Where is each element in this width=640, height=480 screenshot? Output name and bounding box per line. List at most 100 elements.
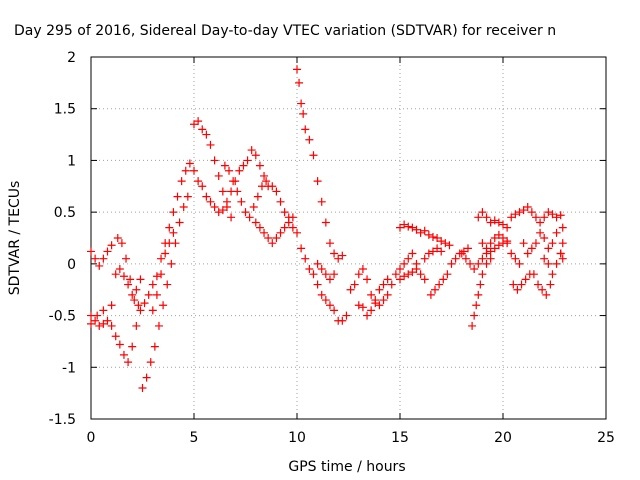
data-point xyxy=(222,197,231,206)
data-point xyxy=(126,275,135,284)
data-point xyxy=(136,275,145,284)
data-point xyxy=(451,254,460,263)
data-point xyxy=(264,234,273,242)
data-point xyxy=(350,280,359,289)
data-point xyxy=(396,275,404,284)
data-point xyxy=(478,254,487,263)
data-point xyxy=(177,177,186,186)
data-point xyxy=(474,259,483,268)
chart-title: Day 295 of 2016, Sidereal Day-to-day VTE… xyxy=(14,23,556,39)
data-point xyxy=(548,239,557,248)
data-point xyxy=(99,319,108,328)
data-point xyxy=(206,197,215,206)
data-point xyxy=(148,280,157,289)
data-point xyxy=(474,290,483,299)
data-point xyxy=(404,270,413,279)
data-point xyxy=(95,261,104,270)
data-point xyxy=(424,249,433,258)
data-point xyxy=(330,270,339,279)
data-point xyxy=(383,275,392,284)
data-point xyxy=(229,177,238,186)
data-point xyxy=(420,226,429,235)
data-point xyxy=(538,285,547,294)
data-point xyxy=(478,239,487,248)
data-point xyxy=(99,254,108,263)
data-point xyxy=(198,125,207,134)
data-point xyxy=(367,306,376,315)
data-point xyxy=(257,182,266,191)
data-point xyxy=(529,270,538,279)
data-point xyxy=(214,208,223,217)
data-point xyxy=(404,222,413,231)
data-point xyxy=(313,177,322,186)
data-point xyxy=(482,259,491,268)
data-point xyxy=(122,254,131,263)
y-tick-label: 1.5 xyxy=(54,102,76,118)
data-point xyxy=(128,342,137,351)
data-point xyxy=(142,373,151,382)
data-point xyxy=(138,383,147,392)
data-point xyxy=(531,239,540,248)
data-point xyxy=(165,223,174,232)
data-point xyxy=(519,239,528,248)
data-point xyxy=(299,109,308,118)
data-point xyxy=(457,249,466,258)
data-point xyxy=(93,311,102,320)
x-tick-label: 25 xyxy=(597,430,615,446)
data-point xyxy=(416,228,425,237)
data-point xyxy=(136,306,145,315)
data-point xyxy=(194,117,203,126)
data-point xyxy=(276,197,285,206)
data-point xyxy=(157,270,166,279)
data-point xyxy=(190,166,198,175)
data-point xyxy=(439,275,448,284)
data-point xyxy=(383,290,392,299)
data-point xyxy=(387,280,396,289)
data-point xyxy=(476,280,485,289)
data-point xyxy=(124,358,133,367)
data-point xyxy=(534,280,543,289)
data-point xyxy=(486,254,495,263)
data-point xyxy=(113,234,122,242)
x-tick-label: 10 xyxy=(288,430,306,446)
data-point xyxy=(210,202,219,211)
data-point xyxy=(478,208,487,217)
data-point xyxy=(87,247,95,256)
data-point xyxy=(253,192,262,201)
data-point xyxy=(144,290,153,299)
data-point xyxy=(420,275,429,284)
data-point xyxy=(179,202,188,211)
y-tick-label: -1 xyxy=(62,360,76,376)
data-point xyxy=(237,197,246,206)
data-point xyxy=(284,218,293,227)
data-point xyxy=(117,239,126,248)
data-point xyxy=(169,208,178,217)
y-tick-label: 2 xyxy=(67,50,76,66)
data-point xyxy=(431,285,440,294)
data-point xyxy=(523,249,532,258)
data-point xyxy=(334,254,343,263)
data-point xyxy=(295,78,304,87)
data-point xyxy=(515,208,524,217)
data-point xyxy=(367,290,376,299)
data-point xyxy=(424,230,433,239)
data-point xyxy=(515,259,524,268)
data-point xyxy=(235,166,244,175)
data-point xyxy=(268,239,277,248)
data-point xyxy=(346,285,355,294)
data-point xyxy=(173,192,182,201)
data-point xyxy=(276,228,285,237)
data-point xyxy=(445,241,454,250)
data-point xyxy=(175,218,184,227)
x-tick-label: 0 xyxy=(87,430,96,446)
y-tick-labels: -1.5 -1 -0.5 0 0.5 1 1.5 2 xyxy=(49,50,76,428)
x-tick-label: 20 xyxy=(494,430,512,446)
data-point xyxy=(95,321,104,330)
data-point xyxy=(548,210,557,219)
data-point xyxy=(486,218,495,227)
data-point xyxy=(233,187,242,196)
data-point xyxy=(507,213,516,222)
data-point xyxy=(293,65,301,74)
data-point xyxy=(486,247,495,256)
